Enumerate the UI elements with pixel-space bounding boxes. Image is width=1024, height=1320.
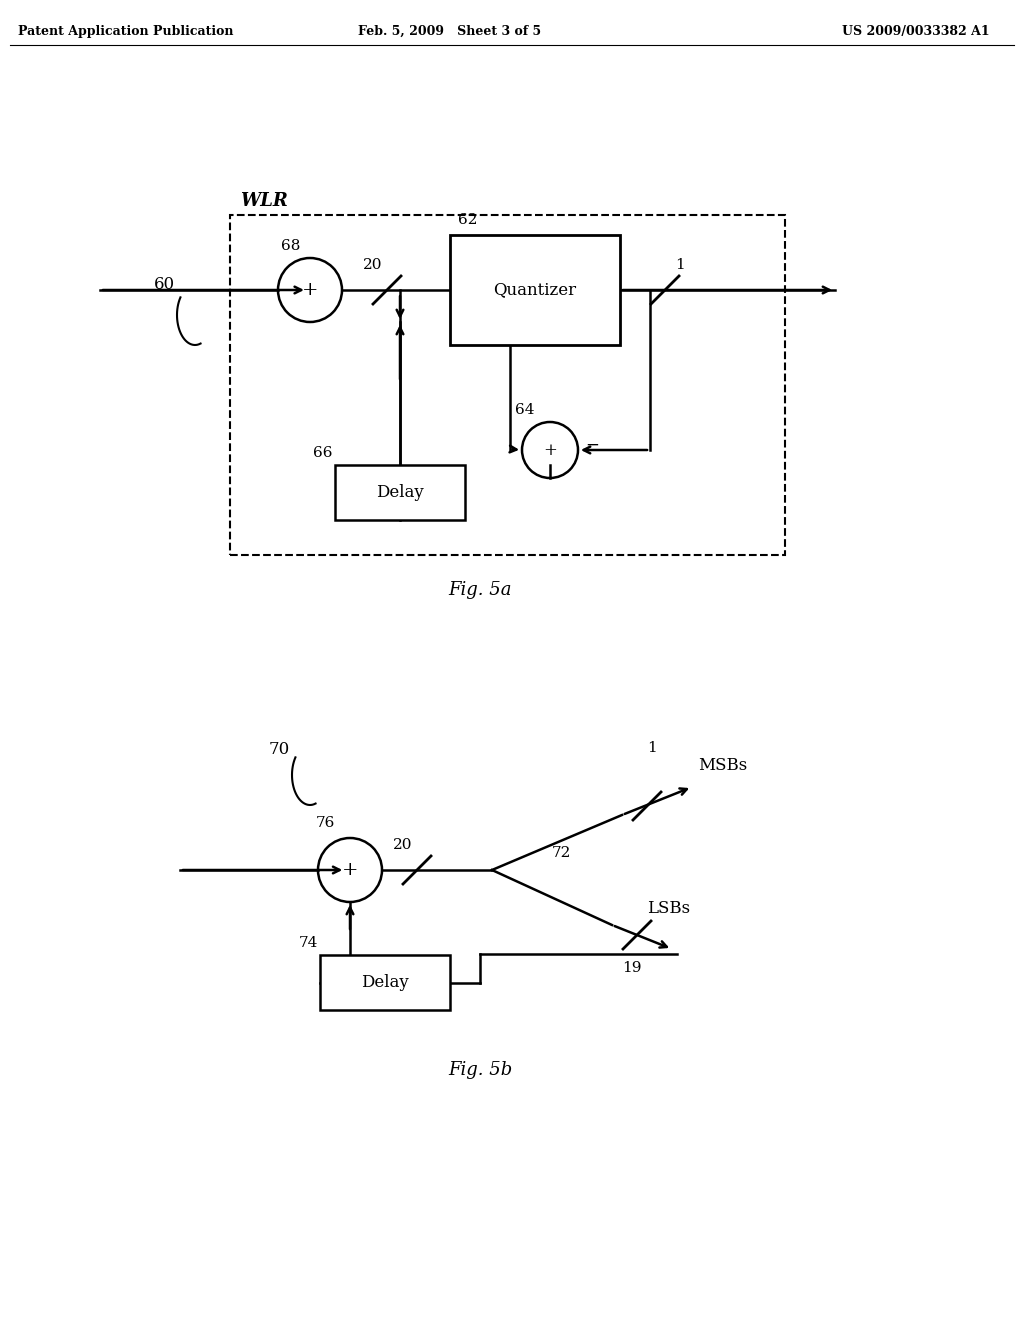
FancyBboxPatch shape <box>319 954 450 1010</box>
FancyBboxPatch shape <box>335 465 465 520</box>
Text: Patent Application Publication: Patent Application Publication <box>18 25 233 38</box>
FancyBboxPatch shape <box>450 235 620 345</box>
Text: 1: 1 <box>647 741 656 755</box>
Text: 64: 64 <box>515 403 535 417</box>
Text: Delay: Delay <box>361 974 409 991</box>
Text: LSBs: LSBs <box>647 900 690 917</box>
Text: 60: 60 <box>154 276 175 293</box>
Text: 1: 1 <box>675 257 685 272</box>
Text: −: − <box>585 437 599 454</box>
Text: 72: 72 <box>552 846 571 861</box>
Text: +: + <box>302 281 318 300</box>
Bar <box>230 215 785 554</box>
Text: 20: 20 <box>392 838 412 851</box>
Text: 76: 76 <box>315 816 335 830</box>
Text: 70: 70 <box>268 742 290 759</box>
Text: Delay: Delay <box>376 484 424 502</box>
Text: 66: 66 <box>313 446 333 459</box>
Text: MSBs: MSBs <box>697 756 746 774</box>
Text: +: + <box>543 441 557 458</box>
Text: 20: 20 <box>362 257 382 272</box>
Text: 19: 19 <box>622 961 641 975</box>
Text: +: + <box>342 861 358 879</box>
Text: 68: 68 <box>281 239 300 253</box>
Text: 62: 62 <box>458 213 477 227</box>
Text: 74: 74 <box>299 936 318 950</box>
Text: Quantizer: Quantizer <box>494 281 577 298</box>
Text: Feb. 5, 2009   Sheet 3 of 5: Feb. 5, 2009 Sheet 3 of 5 <box>358 25 542 38</box>
Text: Fig. 5b: Fig. 5b <box>447 1061 512 1078</box>
Text: US 2009/0033382 A1: US 2009/0033382 A1 <box>843 25 990 38</box>
Text: Fig. 5a: Fig. 5a <box>449 581 512 599</box>
Text: WLR: WLR <box>240 191 288 210</box>
